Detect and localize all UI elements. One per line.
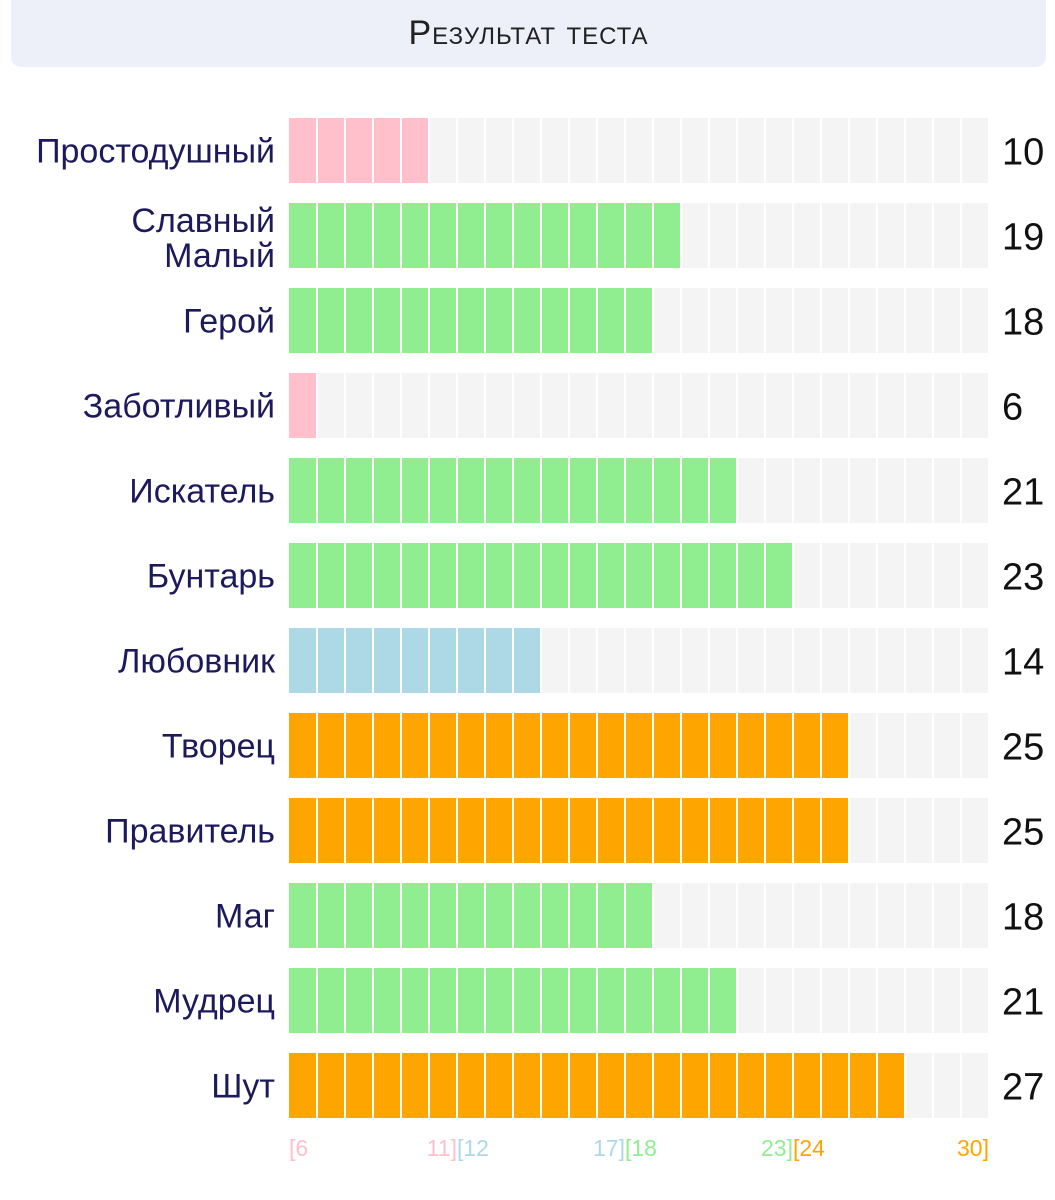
value-label: 18	[1002, 897, 1044, 939]
value-label: 19	[1002, 217, 1044, 259]
category-label: Маг	[215, 898, 275, 936]
range-end-label: 23]	[761, 1135, 793, 1161]
title-bar: Результат теста	[11, 0, 1046, 67]
category-label: Простодушный	[36, 133, 275, 171]
category-label: Творец	[162, 728, 275, 766]
value-label: 18	[1002, 302, 1044, 344]
category-label: Шут	[211, 1068, 275, 1106]
bar	[289, 118, 429, 183]
range-start-label: [12	[457, 1135, 489, 1161]
value-label: 10	[1002, 132, 1044, 174]
category-label: Бунтарь	[147, 558, 275, 596]
value-label: 25	[1002, 812, 1044, 854]
category-label: Малый	[164, 237, 275, 275]
category-label: Герой	[183, 303, 275, 341]
bar	[289, 628, 541, 693]
value-label: 21	[1002, 472, 1044, 514]
page-title: Результат теста	[408, 14, 649, 52]
category-label: Мудрец	[153, 983, 275, 1021]
category-label: Любовник	[118, 643, 276, 681]
range-end-label: 11]	[427, 1135, 457, 1161]
range-end-label: 30]	[957, 1135, 989, 1161]
range-start-label: [18	[625, 1135, 657, 1161]
range-end-label: 17]	[593, 1135, 625, 1161]
bar	[289, 288, 653, 353]
value-label: 27	[1002, 1067, 1044, 1109]
category-label: Искатель	[129, 473, 275, 511]
value-label: 25	[1002, 727, 1044, 769]
category-label: Правитель	[105, 813, 275, 851]
bar	[289, 373, 317, 438]
category-label: Заботливый	[83, 388, 275, 426]
value-label: 14	[1002, 642, 1044, 684]
bar-track	[289, 373, 989, 438]
value-label: 6	[1002, 387, 1023, 429]
range-start-label: [6	[289, 1135, 308, 1161]
bar	[289, 883, 653, 948]
category-label: Славный	[131, 202, 275, 240]
range-start-label: [24	[793, 1135, 825, 1161]
value-label: 23	[1002, 557, 1044, 599]
value-label: 21	[1002, 982, 1044, 1024]
